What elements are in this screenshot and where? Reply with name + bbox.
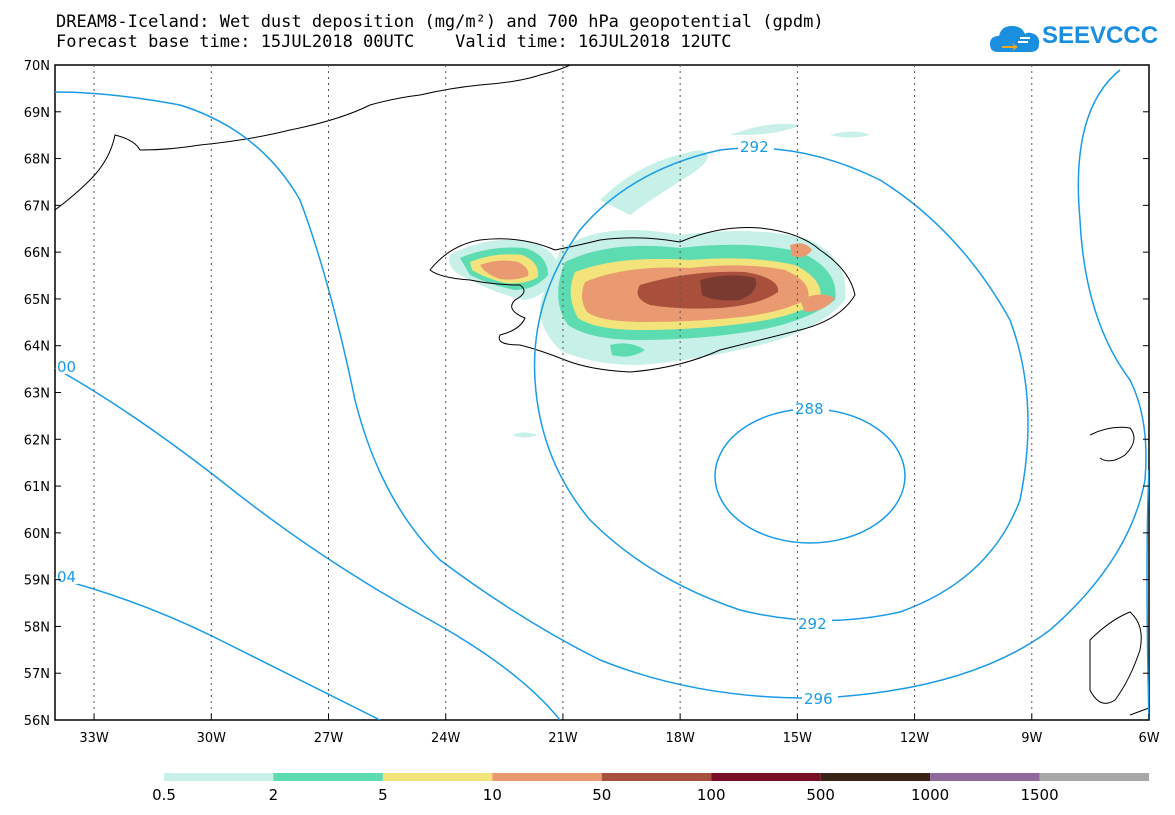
lon-tick-label: 30W bbox=[197, 731, 227, 746]
lat-tick-label: 70N bbox=[24, 59, 50, 74]
legend-swatch bbox=[164, 773, 274, 781]
contour-label-296: 296 bbox=[804, 690, 833, 708]
legend-label: 10 bbox=[483, 786, 502, 804]
legend-swatch bbox=[820, 773, 931, 781]
lat-tick-label: 64N bbox=[24, 340, 50, 355]
lat-tick-label: 66N bbox=[24, 246, 50, 261]
contour-label-304: 04 bbox=[57, 568, 76, 586]
contour-300 bbox=[55, 367, 561, 720]
lon-tick-label: 33W bbox=[79, 731, 109, 746]
lat-tick-label: 58N bbox=[24, 620, 50, 635]
lat-tick-label: 57N bbox=[24, 667, 50, 682]
lon-tick-label: 27W bbox=[314, 731, 344, 746]
legend-label: 2 bbox=[269, 786, 279, 804]
lat-tick-label: 56N bbox=[24, 714, 50, 729]
legend-swatch bbox=[601, 773, 712, 781]
cloud-icon bbox=[990, 26, 1040, 52]
map-frame bbox=[54, 64, 1150, 721]
contour-label-292-bottom: 292 bbox=[798, 615, 827, 633]
axis-ticks bbox=[55, 64, 1150, 721]
contour-label-300: 00 bbox=[57, 358, 76, 376]
legend-label: 5 bbox=[378, 786, 388, 804]
legend-swatch bbox=[1039, 773, 1149, 781]
lon-tick-label: 18W bbox=[665, 731, 695, 746]
contour-296 bbox=[55, 69, 1147, 699]
legend-colorbar: 0.5 2 5 10 50 100 500 1000 1500 bbox=[152, 773, 1149, 804]
legend-label: 1000 bbox=[911, 786, 949, 804]
lon-tick-label: 21W bbox=[548, 731, 578, 746]
lat-tick-label: 65N bbox=[24, 293, 50, 308]
logo-text: SEEVCCC bbox=[1042, 22, 1159, 49]
lon-tick-label: 24W bbox=[431, 731, 461, 746]
lat-tick-label: 60N bbox=[24, 527, 50, 542]
legend-label: 100 bbox=[697, 786, 726, 804]
contour-304 bbox=[55, 577, 381, 720]
lon-tick-label: 6W bbox=[1138, 731, 1159, 746]
contour-292 bbox=[533, 147, 1029, 622]
contour-label-288: 288 bbox=[795, 400, 824, 418]
legend-label: 1500 bbox=[1020, 786, 1058, 804]
lat-tick-label: 69N bbox=[24, 106, 50, 121]
lat-tick-label: 61N bbox=[24, 480, 50, 495]
legend-swatch bbox=[492, 773, 602, 781]
legend-label: 500 bbox=[806, 786, 835, 804]
map-gridlines bbox=[93, 65, 1033, 720]
contour-label-292-top: 292 bbox=[740, 138, 769, 156]
map-subtitle: Forecast base time: 15JUL2018 00UTC Vali… bbox=[56, 32, 732, 52]
lon-tick-label: 12W bbox=[900, 731, 930, 746]
lon-tick-label: 9W bbox=[1021, 731, 1042, 746]
dust-deposition-field bbox=[449, 123, 870, 438]
legend-swatch bbox=[382, 773, 493, 781]
latitude-labels: 70N 69N 68N 67N 66N 65N 64N 63N 62N 61N 60N 59N 58N 5… bbox=[24, 59, 50, 729]
longitude-labels: 33W 30W 27W 24W 21W 18W 15W 12W 9W 6W bbox=[79, 731, 1159, 746]
seevccc-logo: SEEVCCC bbox=[988, 16, 1168, 60]
lon-tick-label: 15W bbox=[783, 731, 813, 746]
lat-tick-label: 68N bbox=[24, 153, 50, 168]
legend-label: 0.5 bbox=[152, 786, 176, 804]
legend-swatch bbox=[930, 773, 1040, 781]
legend-swatch bbox=[711, 773, 821, 781]
lat-tick-label: 62N bbox=[24, 433, 50, 448]
contour-right-edge bbox=[1146, 469, 1149, 720]
legend-label: 50 bbox=[592, 786, 611, 804]
lat-tick-label: 59N bbox=[24, 574, 50, 589]
coastlines bbox=[55, 65, 1149, 716]
lat-tick-label: 67N bbox=[24, 199, 50, 214]
map-title: DREAM8-Iceland: Wet dust deposition (mg/… bbox=[56, 12, 824, 32]
legend-swatch bbox=[273, 773, 383, 781]
lat-tick-label: 63N bbox=[24, 387, 50, 402]
